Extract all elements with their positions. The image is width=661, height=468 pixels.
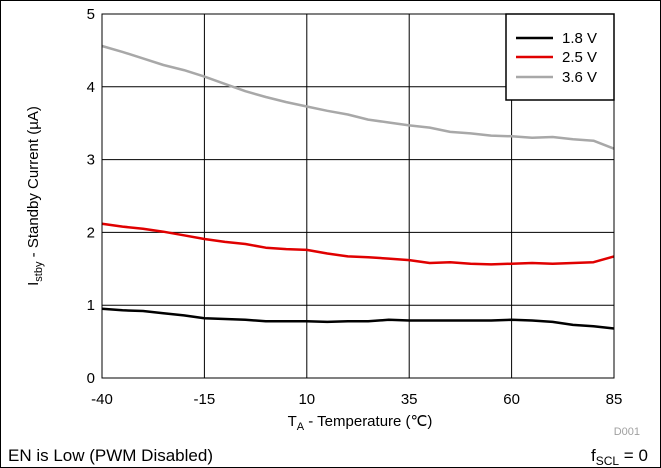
series-line-1-8-v — [101, 307, 615, 330]
condition-note-right-main: f — [591, 446, 596, 465]
x-axis-title-main: T — [288, 413, 297, 430]
condition-note-right-rest: = 0 — [619, 446, 648, 465]
series-line-2-5-v — [101, 222, 615, 266]
legend-label-1-8v: 1.8 V — [562, 30, 597, 47]
y-axis-title-rest: - Standby Current (µA) — [25, 106, 42, 261]
condition-note-right-subscript: SCL — [596, 454, 620, 468]
y-tick-label: 4 — [87, 79, 95, 96]
x-tick-labels: -40 -15 10 35 60 85 — [91, 391, 622, 408]
x-tick-label: 35 — [401, 391, 418, 408]
x-tick-label: -15 — [194, 391, 216, 408]
condition-note-left: EN is Low (PWM Disabled) — [8, 446, 213, 465]
legend: 1.8 V 2.5 V 3.6 V — [505, 13, 615, 101]
x-tick-label: 60 — [503, 391, 520, 408]
series-lines — [101, 44, 615, 330]
legend-label-3-6v: 3.6 V — [562, 69, 597, 86]
figure-code: D001 — [614, 426, 640, 438]
y-tick-label: 2 — [87, 224, 95, 241]
y-tick-label: 5 — [87, 6, 95, 23]
x-tick-label: 10 — [298, 391, 315, 408]
y-tick-label: 3 — [87, 152, 95, 169]
y-tick-label: 0 — [87, 370, 95, 387]
y-axis-title: Istby - Standby Current (µA) — [25, 106, 45, 286]
x-axis-title-rest: - Temperature (℃) — [304, 413, 432, 430]
series-line-3-6-v — [101, 44, 615, 150]
x-tick-label: -40 — [91, 391, 113, 408]
condition-note-right: fSCL = 0 — [591, 446, 648, 468]
y-tick-label: 1 — [87, 297, 95, 314]
y-tick-labels: 0 1 2 3 4 5 — [87, 6, 95, 387]
legend-label-2-5v: 2.5 V — [562, 49, 597, 66]
y-axis-title-main: I — [25, 282, 42, 286]
x-axis-title: TA - Temperature (℃) — [288, 413, 433, 433]
x-tick-label: 85 — [606, 391, 623, 408]
y-axis-title-subscript: stby — [33, 261, 45, 282]
x-axis-title-subscript: A — [297, 421, 305, 433]
plot-area-frame — [101, 13, 615, 379]
